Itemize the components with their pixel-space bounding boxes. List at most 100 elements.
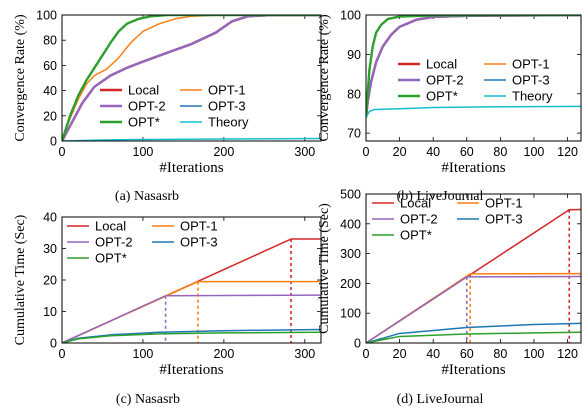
chart-panel-3: 0 10 20 30 40 0 100 200 300 Local OPT-1 OPT-2 OPT-3 O…	[13, 211, 322, 407]
y-tick-label: 300	[340, 247, 361, 261]
x-tick-label: 120	[557, 145, 578, 159]
legend-label: Local	[95, 219, 126, 234]
x-tick-label: 0	[363, 347, 370, 361]
legend-label: Theory	[208, 115, 249, 130]
legend-label: OPT-1	[512, 57, 550, 72]
y-tick-label: 20	[43, 109, 57, 123]
legend-label: OPT*	[400, 228, 432, 243]
legend-label: OPT-1	[208, 83, 246, 98]
y-tick-label: 100	[340, 307, 361, 321]
x-tick-label: 300	[294, 145, 315, 159]
y-tick-label: 200	[340, 277, 361, 291]
x-tick-label: 100	[133, 145, 154, 159]
x-tick-label: 60	[460, 347, 474, 361]
y-tick-label: 0	[50, 337, 57, 351]
legend-label: OPT-2	[95, 235, 133, 250]
legend-label: OPT*	[128, 115, 160, 130]
series-line-theory	[62, 137, 321, 141]
x-tick-label: 0	[59, 145, 66, 159]
series-line-opt-3	[366, 322, 581, 343]
series-line-theory	[366, 105, 581, 118]
legend-label: OPT-3	[485, 212, 523, 227]
legend-label: OPT-2	[426, 73, 464, 88]
x-tick-label: 0	[363, 145, 370, 159]
legend-label: OPT-1	[485, 196, 523, 211]
y-axis-label: Cumulative Time (Sec)	[13, 214, 28, 345]
legend-label: OPT-1	[180, 219, 218, 234]
y-tick-label: 0	[354, 337, 361, 351]
y-tick-label: 40	[43, 211, 57, 225]
panel-caption: (c) Nasasrb	[116, 392, 180, 407]
plot-frame	[365, 193, 582, 344]
legend-label: Local	[128, 83, 159, 98]
y-tick-label: 30	[43, 242, 57, 256]
y-tick-label: 90	[347, 48, 361, 62]
legend-label: Theory	[512, 89, 553, 104]
panel-caption: (d) LiveJournal	[397, 392, 484, 407]
x-axis-label: #Iterations	[159, 160, 223, 176]
x-axis-label: #Iterations	[159, 362, 223, 378]
plot-frame	[61, 216, 322, 344]
x-tick-label: 20	[393, 347, 407, 361]
y-tick-label: 60	[43, 59, 57, 73]
y-tick-label: 10	[43, 305, 57, 319]
series-line-opt-	[62, 15, 321, 141]
x-tick-label: 40	[426, 347, 440, 361]
plot-area	[366, 15, 581, 118]
legend-label: OPT-3	[208, 99, 246, 114]
series-line-opt-	[366, 15, 581, 118]
series-line-opt-2	[366, 275, 581, 343]
panel-caption: (b) LiveJournal	[397, 189, 484, 204]
y-tick-label: 80	[347, 87, 361, 101]
y-tick-label: 40	[43, 84, 57, 98]
plot-frame	[365, 14, 582, 142]
series-line-opt-2	[62, 294, 321, 343]
y-tick-label: 0	[50, 135, 57, 149]
y-tick-label: 400	[340, 217, 361, 231]
y-tick-label: 80	[43, 34, 57, 48]
legend-label: OPT-3	[512, 73, 550, 88]
plot-area	[62, 15, 321, 141]
series-line-opt-1	[62, 15, 321, 141]
x-axis-label: #Iterations	[441, 362, 505, 378]
legend-label: OPT*	[95, 251, 127, 266]
series-line-opt-2	[62, 15, 321, 141]
y-axis-label: Convergence Rate (%)	[13, 14, 28, 142]
x-tick-label: 80	[493, 347, 507, 361]
legend-label: OPT-2	[128, 99, 166, 114]
y-tick-label: 100	[36, 9, 57, 23]
x-tick-label: 200	[213, 145, 234, 159]
series-line-opt-	[62, 331, 321, 343]
x-tick-label: 0	[59, 347, 66, 361]
legend-label: Local	[400, 196, 431, 211]
y-axis-label: Cumulative Time (Sec)	[317, 203, 332, 334]
legend-label: Local	[426, 57, 457, 72]
y-tick-label: 500	[340, 188, 361, 202]
legend-label: OPT-3	[180, 235, 218, 250]
series-line-opt-2	[366, 15, 581, 118]
y-tick-label: 100	[340, 9, 361, 23]
x-tick-label: 100	[524, 347, 545, 361]
x-axis-label: #Iterations	[441, 160, 505, 176]
legend-label: OPT-2	[400, 212, 438, 227]
x-tick-label: 40	[426, 145, 440, 159]
x-tick-label: 20	[393, 145, 407, 159]
x-tick-label: 120	[557, 347, 578, 361]
y-tick-label: 20	[43, 274, 57, 288]
plot-frame	[61, 14, 322, 142]
plot-area	[366, 208, 581, 343]
x-tick-label: 200	[213, 347, 234, 361]
x-tick-label: 80	[493, 145, 507, 159]
y-tick-label: 70	[347, 127, 361, 141]
x-tick-label: 300	[294, 347, 315, 361]
plot-area	[62, 238, 321, 343]
series-line-opt-	[366, 331, 581, 343]
y-axis-label: Convergence Rate (%)	[317, 14, 332, 142]
panel-caption: (a) Nasasrb	[115, 189, 179, 204]
x-tick-label: 60	[460, 145, 474, 159]
x-tick-label: 100	[133, 347, 154, 361]
